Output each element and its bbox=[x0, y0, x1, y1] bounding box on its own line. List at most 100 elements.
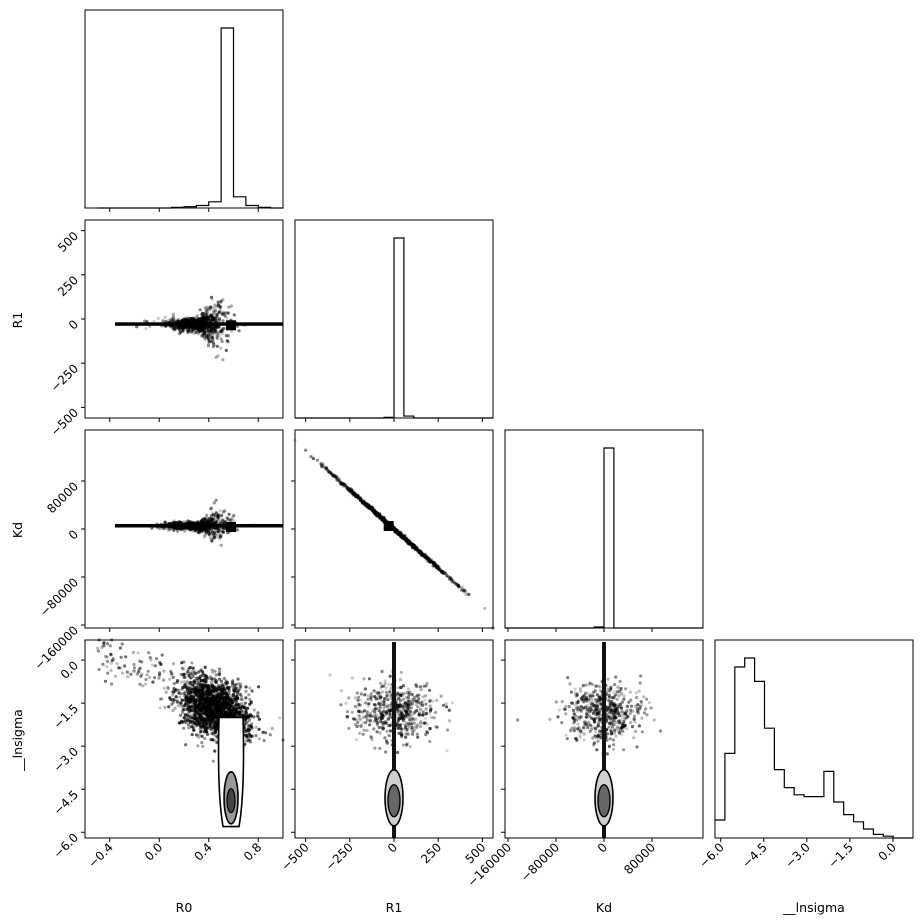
sample-point bbox=[337, 479, 341, 483]
sample-point bbox=[171, 521, 176, 525]
sample-point bbox=[211, 336, 215, 340]
sample-point bbox=[190, 316, 194, 321]
sample-point bbox=[202, 323, 206, 327]
sample-point bbox=[226, 311, 231, 315]
sample-point bbox=[248, 714, 252, 718]
sample-point bbox=[214, 525, 218, 529]
sample-point bbox=[447, 708, 451, 712]
sample-point bbox=[206, 517, 210, 521]
sample-point bbox=[217, 519, 221, 523]
sample-point bbox=[162, 669, 166, 673]
sample-point bbox=[195, 676, 199, 680]
sample-point bbox=[213, 521, 218, 525]
sample-point bbox=[210, 297, 214, 301]
sample-point bbox=[216, 325, 220, 329]
sample-point bbox=[194, 324, 198, 328]
sample-point bbox=[210, 526, 214, 531]
sample-point bbox=[204, 311, 208, 315]
sample-point bbox=[360, 499, 364, 503]
sample-point bbox=[170, 671, 174, 676]
sample-point bbox=[205, 513, 209, 518]
panel-R0-__lnsigma bbox=[95, 638, 285, 828]
sample-point bbox=[206, 321, 210, 325]
sample-point bbox=[236, 677, 240, 681]
sample-point bbox=[123, 664, 127, 668]
sample-point bbox=[205, 319, 209, 324]
sample-point bbox=[215, 344, 219, 348]
sample-point bbox=[185, 525, 190, 529]
sample-point bbox=[216, 526, 220, 530]
sample-point bbox=[210, 539, 214, 543]
sample-point bbox=[124, 655, 128, 659]
sample-point bbox=[199, 523, 203, 527]
sample-point bbox=[162, 686, 166, 690]
sample-point bbox=[423, 554, 427, 558]
sample-point bbox=[196, 530, 200, 535]
sample-point bbox=[176, 319, 180, 323]
sample-point bbox=[204, 519, 208, 524]
panel-R0-R1 bbox=[115, 295, 283, 362]
sample-point bbox=[227, 305, 231, 309]
sample-point bbox=[209, 719, 213, 723]
sample-point bbox=[215, 520, 219, 524]
sample-point bbox=[215, 697, 219, 701]
sample-point bbox=[216, 530, 220, 534]
sample-point bbox=[447, 719, 452, 723]
sample-point bbox=[192, 728, 196, 732]
sample-point bbox=[254, 734, 258, 738]
sample-point bbox=[203, 327, 207, 331]
sample-point bbox=[405, 691, 410, 695]
sample-point bbox=[219, 543, 223, 547]
sample-point bbox=[217, 303, 221, 307]
sample-point bbox=[189, 520, 193, 524]
sample-point bbox=[356, 724, 360, 728]
sample-point bbox=[204, 315, 208, 319]
sample-point bbox=[182, 524, 186, 528]
sample-point bbox=[166, 685, 170, 689]
sample-point bbox=[174, 324, 178, 328]
sample-point bbox=[215, 321, 219, 325]
sample-point bbox=[223, 699, 227, 703]
sample-point bbox=[168, 527, 172, 531]
sample-point bbox=[408, 745, 412, 749]
sample-point bbox=[218, 321, 222, 325]
density-layer bbox=[95, 295, 663, 838]
sample-point bbox=[398, 723, 402, 728]
sample-point bbox=[178, 525, 182, 529]
sample-point bbox=[151, 680, 155, 684]
sample-point bbox=[213, 526, 217, 530]
sample-point bbox=[212, 530, 216, 534]
sample-point bbox=[224, 334, 228, 338]
sample-point bbox=[211, 684, 215, 688]
sample-point bbox=[408, 718, 412, 722]
sample-point bbox=[197, 325, 201, 329]
sample-point bbox=[385, 686, 389, 690]
sample-point bbox=[203, 726, 207, 730]
sample-point bbox=[213, 749, 217, 753]
sample-point bbox=[182, 726, 186, 730]
sample-point bbox=[217, 333, 221, 337]
sample-point bbox=[191, 328, 195, 332]
sample-point bbox=[243, 323, 247, 328]
sample-point bbox=[244, 712, 248, 716]
sample-point bbox=[111, 657, 115, 661]
sample-point bbox=[248, 702, 252, 706]
sample-point bbox=[240, 697, 244, 701]
sample-point bbox=[217, 710, 221, 714]
sample-point bbox=[167, 523, 171, 527]
sample-point bbox=[409, 706, 413, 710]
sample-point bbox=[209, 506, 214, 510]
sample-point bbox=[424, 733, 428, 737]
sample-point bbox=[106, 671, 110, 675]
sample-point bbox=[208, 675, 212, 679]
sample-point bbox=[212, 676, 216, 681]
sample-point bbox=[419, 719, 423, 724]
sample-point bbox=[211, 521, 215, 525]
sample-point bbox=[183, 703, 187, 708]
sample-point bbox=[202, 320, 206, 324]
sample-point bbox=[226, 334, 230, 338]
sample-point bbox=[210, 523, 214, 527]
sample-point bbox=[207, 307, 211, 311]
sample-point bbox=[218, 688, 222, 692]
sample-point bbox=[211, 513, 215, 517]
